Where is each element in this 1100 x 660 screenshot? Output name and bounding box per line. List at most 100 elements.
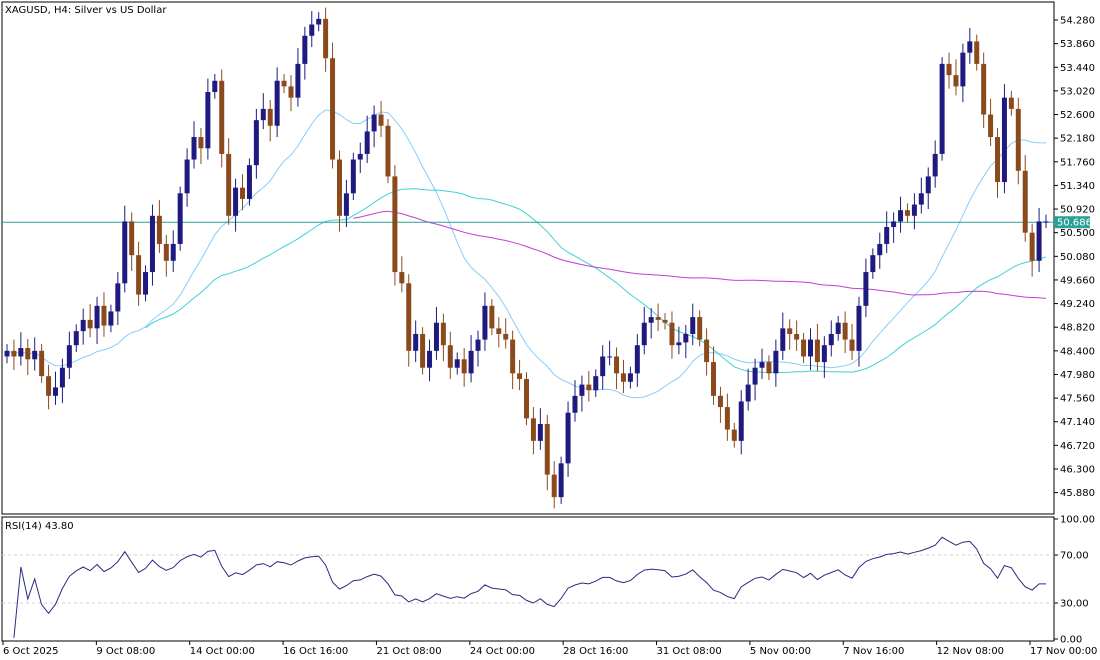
time-axis: 6 Oct 2025 9 Oct 08:00 14 Oct 00:00 16 Oct … xyxy=(2,641,1097,657)
time-tick-label: 7 Nov 16:00 xyxy=(843,646,904,657)
price-panel[interactable]: XAGUSD, H4: Silver vs US Dollar 54.280 53… xyxy=(1,1,1095,515)
price-tick-label: 53.860 xyxy=(1060,39,1095,50)
price-panel-frame xyxy=(1,1,1055,515)
candle-body xyxy=(690,317,696,334)
moving-average-line xyxy=(353,210,1047,299)
candle-body xyxy=(18,348,24,357)
candle-body xyxy=(4,350,10,357)
moving-average-line xyxy=(6,109,1047,399)
candle-body xyxy=(385,125,391,177)
candle-body xyxy=(877,243,883,256)
candle-body xyxy=(586,384,592,391)
candle-body xyxy=(787,328,793,334)
price-tick-label: 54.280 xyxy=(1060,16,1095,27)
price-tick-label: 47.980 xyxy=(1060,370,1095,381)
candle-body xyxy=(11,350,17,357)
rsi-line xyxy=(13,536,1046,638)
rsi-title: RSI(14) 43.80 xyxy=(5,521,74,532)
candle-body xyxy=(974,41,980,64)
candlestick-series xyxy=(4,7,1049,509)
candle-body xyxy=(537,423,543,441)
candle-body xyxy=(697,317,703,340)
candle-body xyxy=(350,159,356,194)
candle-body xyxy=(870,255,876,273)
candle-body xyxy=(136,255,142,295)
candle-body xyxy=(489,305,495,329)
price-tick-label: 50.080 xyxy=(1060,252,1095,263)
candle-body xyxy=(620,373,626,382)
symbol-title: XAGUSD, H4: Silver vs US Dollar xyxy=(5,5,167,16)
candle-body xyxy=(530,418,536,441)
candle-body xyxy=(544,423,550,475)
candle-body xyxy=(295,63,301,98)
candle-body xyxy=(932,153,938,177)
candle-body xyxy=(911,204,917,216)
candle-body xyxy=(849,339,855,351)
moving-average-line xyxy=(145,188,1047,374)
candle-body xyxy=(191,137,197,160)
candle-body xyxy=(711,362,717,396)
candle-body xyxy=(233,187,239,216)
price-tick-label: 51.340 xyxy=(1060,181,1095,192)
time-tick-label: 17 Nov 00:00 xyxy=(1030,646,1097,657)
candle-body xyxy=(904,210,910,216)
candle-body xyxy=(884,227,890,244)
current-price-value: 50.686 xyxy=(1057,218,1092,229)
candle-body xyxy=(925,176,931,194)
candle-body xyxy=(323,18,329,59)
candle-body xyxy=(669,322,675,346)
rsi-panel-frame xyxy=(1,516,1055,642)
candle-body xyxy=(614,356,620,374)
candle-body xyxy=(891,221,897,228)
candle-body xyxy=(600,356,606,377)
price-tick-label: 49.660 xyxy=(1060,275,1095,286)
candle-body xyxy=(399,272,405,284)
rsi-axis: 100.00 70.00 30.00 0.00 xyxy=(1054,515,1095,646)
candle-body xyxy=(316,18,322,25)
candle-body xyxy=(634,345,640,374)
rsi-panel[interactable]: RSI(14) 43.80 100.00 70.00 30.00 0.00 xyxy=(1,515,1095,646)
candle-body xyxy=(593,376,599,391)
price-tick-label: 51.760 xyxy=(1060,157,1095,168)
candle-body xyxy=(336,159,342,216)
candle-body xyxy=(731,429,737,441)
candle-body xyxy=(766,362,772,374)
price-tick-label: 50.920 xyxy=(1060,205,1095,216)
candle-body xyxy=(115,283,121,312)
time-tick-label: 16 Oct 16:00 xyxy=(283,646,348,657)
candle-body xyxy=(226,153,232,216)
candle-body xyxy=(1001,97,1007,183)
time-tick-label: 9 Oct 08:00 xyxy=(96,646,155,657)
candle-body xyxy=(156,215,162,244)
candle-body xyxy=(676,342,682,346)
candle-body xyxy=(406,283,412,351)
candle-body xyxy=(1029,232,1035,261)
candle-body xyxy=(759,362,765,368)
candle-body xyxy=(420,333,426,368)
candle-body xyxy=(267,108,273,126)
candle-body xyxy=(835,322,841,334)
candle-body xyxy=(184,159,190,194)
candle-body xyxy=(371,114,377,132)
candle-body xyxy=(219,80,225,154)
candle-body xyxy=(302,35,308,64)
price-tick-label: 48.820 xyxy=(1060,323,1095,334)
candle-body xyxy=(510,339,516,374)
time-tick-label: 21 Oct 08:00 xyxy=(376,646,441,657)
candle-body xyxy=(246,165,252,199)
price-tick-label: 47.140 xyxy=(1060,417,1095,428)
price-tick-label: 49.240 xyxy=(1060,299,1095,310)
candle-body xyxy=(330,58,336,160)
candle-body xyxy=(440,322,446,346)
candle-body xyxy=(212,80,218,93)
rsi-tick-label: 100.00 xyxy=(1060,515,1095,526)
candle-body xyxy=(129,221,135,256)
rsi-tick-label: 30.00 xyxy=(1060,599,1089,610)
candle-body xyxy=(392,176,398,273)
candle-body xyxy=(821,345,827,363)
candle-body xyxy=(967,41,973,53)
candle-body xyxy=(364,131,370,154)
candle-body xyxy=(551,474,557,498)
candle-body xyxy=(32,350,38,360)
